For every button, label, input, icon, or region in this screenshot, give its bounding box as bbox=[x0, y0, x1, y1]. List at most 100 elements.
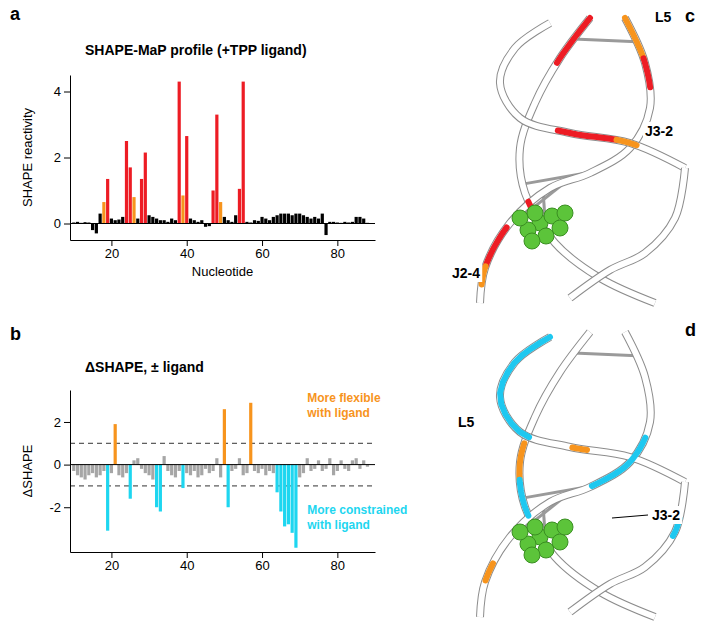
highlight-segment bbox=[625, 18, 644, 58]
annotation-line: with ligand bbox=[306, 518, 370, 532]
y-tick-label: 2 bbox=[54, 150, 61, 165]
bar bbox=[283, 214, 286, 224]
bar bbox=[99, 465, 102, 476]
x-axis-title: Nucleotide bbox=[192, 264, 253, 279]
bar bbox=[144, 465, 147, 474]
x-tick-mark bbox=[262, 552, 263, 558]
bar bbox=[178, 82, 181, 224]
x-tick-mark bbox=[111, 240, 112, 246]
bar bbox=[317, 460, 320, 464]
baseline bbox=[70, 464, 375, 465]
bar bbox=[91, 224, 94, 231]
x-tick-label: 80 bbox=[331, 558, 345, 573]
bar bbox=[110, 219, 113, 224]
bar bbox=[336, 465, 339, 471]
bar bbox=[227, 465, 230, 508]
ligand-atom bbox=[552, 534, 568, 550]
bar bbox=[298, 214, 301, 224]
y-axis-title: SHAPE reactivity bbox=[20, 108, 35, 207]
bar bbox=[253, 465, 256, 471]
ligand-atom bbox=[552, 220, 568, 236]
backbone-outline bbox=[500, 23, 685, 168]
bar bbox=[294, 214, 297, 224]
y-tick-mark bbox=[64, 422, 70, 423]
bar bbox=[249, 403, 252, 465]
bar bbox=[324, 465, 327, 469]
bar bbox=[257, 465, 260, 474]
bar bbox=[321, 214, 324, 224]
bar bbox=[125, 141, 128, 224]
label-background bbox=[653, 8, 674, 26]
bar bbox=[155, 465, 158, 508]
bar bbox=[268, 465, 271, 471]
y-tick: 4 bbox=[54, 84, 70, 99]
bar bbox=[99, 214, 102, 224]
base-pair bbox=[574, 39, 637, 42]
y-tick-mark bbox=[64, 465, 70, 466]
bars bbox=[72, 82, 369, 235]
bar bbox=[309, 219, 312, 224]
backbone-outline bbox=[570, 168, 685, 298]
bar bbox=[151, 217, 154, 224]
bar bbox=[91, 465, 94, 474]
y-tick-label: 2 bbox=[54, 415, 61, 430]
bar bbox=[80, 465, 83, 478]
bar bbox=[275, 215, 278, 223]
backbone bbox=[570, 482, 685, 612]
highlight-segment bbox=[520, 480, 529, 516]
label-background bbox=[643, 122, 675, 140]
bar bbox=[313, 217, 316, 224]
bar bbox=[211, 191, 214, 224]
bar bbox=[163, 456, 166, 465]
structure-panel: dL5J3-2 bbox=[456, 320, 696, 617]
ligand-atom bbox=[557, 205, 573, 221]
ligand-atom bbox=[557, 519, 573, 535]
figure: 02420406080aSHAPE-MaP profile (+TPP liga… bbox=[0, 0, 702, 631]
backbone bbox=[500, 23, 685, 168]
y-axis-line bbox=[70, 391, 71, 553]
bars bbox=[72, 403, 369, 548]
bar bbox=[238, 189, 241, 224]
bar bbox=[114, 424, 117, 465]
bar bbox=[106, 465, 109, 531]
baseline bbox=[70, 223, 375, 224]
bar bbox=[181, 465, 184, 488]
bar bbox=[294, 465, 297, 548]
x-tick: 40 bbox=[180, 240, 194, 261]
x-tick: 60 bbox=[255, 552, 269, 573]
bar bbox=[136, 458, 139, 464]
bar bbox=[95, 224, 98, 234]
y-tick-mark bbox=[64, 158, 70, 159]
bar bbox=[298, 465, 301, 478]
y-tick-label: 0 bbox=[54, 216, 61, 231]
bar bbox=[343, 465, 346, 469]
bar bbox=[204, 465, 207, 469]
backbone bbox=[500, 337, 685, 482]
x-tick-mark bbox=[187, 552, 188, 558]
bar bbox=[147, 215, 150, 223]
bar bbox=[291, 215, 294, 223]
annotation: More constrainedwith ligand bbox=[306, 503, 407, 532]
bar bbox=[351, 460, 354, 464]
label-background bbox=[450, 264, 482, 282]
bar bbox=[155, 219, 158, 224]
bar bbox=[72, 465, 75, 471]
bar bbox=[159, 465, 162, 512]
bar bbox=[264, 465, 267, 476]
bar bbox=[313, 465, 316, 469]
bar bbox=[215, 458, 218, 464]
chart-title: SHAPE-MaP profile (+TPP ligand) bbox=[85, 42, 307, 58]
bar bbox=[132, 460, 135, 464]
bar bbox=[279, 214, 282, 224]
backbone-outline bbox=[500, 337, 685, 482]
region-label: L5 bbox=[655, 9, 672, 25]
highlight-segment bbox=[558, 131, 617, 140]
bar bbox=[166, 465, 169, 471]
leader-line bbox=[612, 515, 648, 518]
bar bbox=[291, 465, 294, 533]
chart-panel: 02420406080aSHAPE-MaP profile (+TPP liga… bbox=[10, 4, 376, 279]
bar bbox=[272, 465, 275, 474]
bar bbox=[245, 465, 248, 474]
bar bbox=[234, 465, 237, 469]
bar bbox=[362, 219, 365, 224]
